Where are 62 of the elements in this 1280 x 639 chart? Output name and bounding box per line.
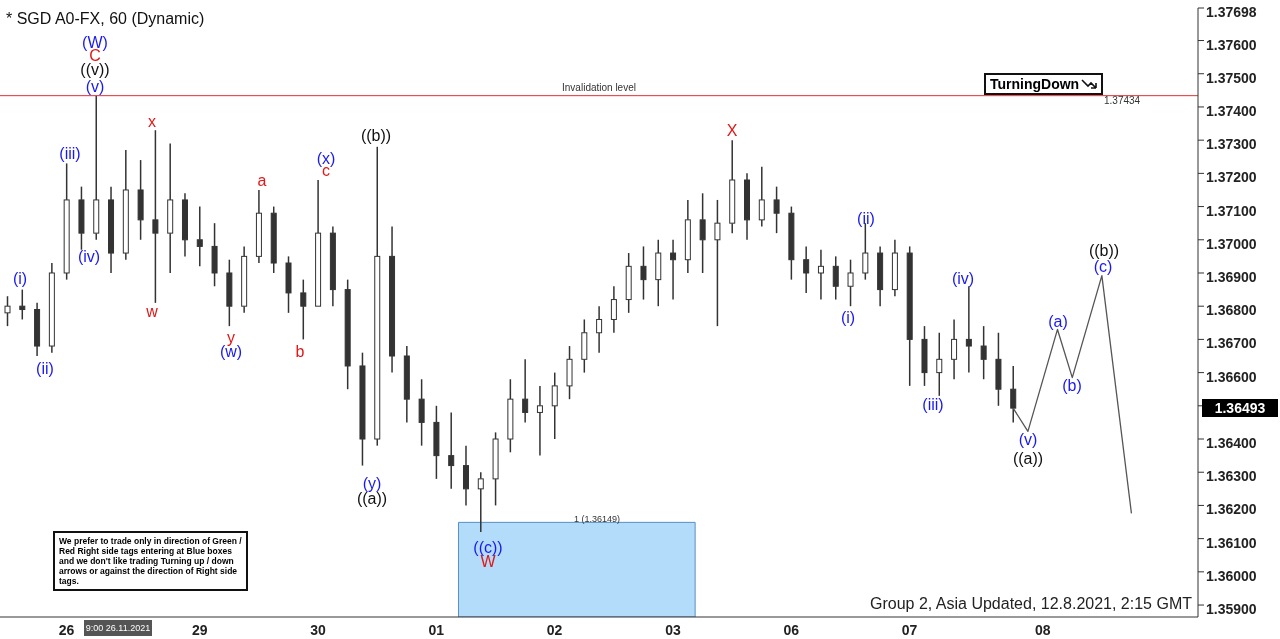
y-tick-label: 1.37500: [1206, 69, 1257, 86]
text: 9:00 26.11.2021: [84, 620, 152, 636]
annotation: ((v)): [80, 61, 110, 79]
annotation: We prefer to trade only in direction of Green / Red Right side tags entering at Blue boxes and we don't like trading Turning up / down arrows or against the direction of Right side tags.: [53, 531, 248, 591]
y-tick-label: 1.36100: [1206, 534, 1257, 551]
annotation: (iv): [951, 270, 975, 288]
annotation: X: [726, 122, 738, 140]
annotation: (x): [316, 150, 336, 167]
annotation: ((a)): [1012, 450, 1044, 468]
annotation: ((b)): [1088, 242, 1120, 260]
x-tick-label: 29: [191, 621, 208, 638]
annotation: (v): [1018, 431, 1038, 449]
y-tick-label: 1.36900: [1206, 268, 1257, 285]
annotation: (iii): [922, 396, 944, 414]
annotation: (y): [362, 475, 382, 492]
y-tick-label: 1.37400: [1206, 102, 1257, 119]
x-tick-label: 01: [428, 621, 445, 638]
annotation: ((b)): [360, 127, 392, 145]
chart-title: * SGD A0-FX, 60 (Dynamic): [6, 10, 205, 28]
y-tick-label: 1.37698: [1206, 3, 1257, 20]
y-tick-label: 1.36600: [1206, 368, 1257, 385]
y-tick-label: 1.36400: [1206, 434, 1257, 451]
annotation: (i): [12, 270, 28, 288]
annotation: (ii): [857, 210, 875, 228]
y-tick-label: 1.36300: [1206, 468, 1257, 485]
x-tick-label: 02: [546, 621, 563, 638]
y-tick-label: 1.37200: [1206, 169, 1257, 186]
annotation: x: [148, 113, 156, 131]
x-tick-label: 03: [665, 621, 681, 638]
annotation: (ii): [36, 360, 54, 378]
x-tick-label: 30: [310, 621, 326, 638]
text: 1.36493: [1202, 399, 1278, 418]
y-tick-label: 1.37600: [1206, 36, 1257, 53]
x-tick-label: 06: [783, 621, 800, 638]
band-label: 1 (1.36149): [574, 513, 621, 524]
y-tick-label: 1.36800: [1206, 302, 1257, 319]
annotation: w: [146, 303, 158, 321]
y-tick-label: 1.37300: [1206, 136, 1257, 153]
text: Group 2, Asia Updated, 12.8.2021, 2:15 GMT: [870, 595, 1192, 613]
x-tick-label: 26: [58, 621, 75, 638]
y-tick-label: 1.36200: [1206, 501, 1257, 518]
y-tick-label: 1.35900: [1206, 601, 1257, 618]
annotation: 1.37434: [1104, 95, 1141, 106]
y-tick-label: 1.37100: [1206, 202, 1257, 219]
annotation: ((c)): [473, 539, 503, 556]
y-tick-label: 1.37000: [1206, 235, 1257, 252]
x-tick-label: 08: [1034, 621, 1051, 638]
y-tick-label: 1.36700: [1206, 335, 1257, 352]
ref-line-label: Invalidation level: [562, 81, 636, 93]
annotation: (i): [840, 309, 856, 327]
annotation: (a): [1048, 313, 1068, 331]
annotation: TurningDown: [990, 76, 1080, 92]
annotation: (v): [85, 78, 105, 96]
annotation: y: [227, 329, 235, 346]
x-tick-label: 07: [901, 621, 918, 638]
annotation: (iii): [59, 145, 81, 163]
annotation: (b): [1062, 377, 1082, 395]
annotation: a: [257, 172, 267, 190]
annotation: (c): [1093, 258, 1113, 276]
y-tick-label: 1.36000: [1206, 567, 1257, 584]
annotation: b: [295, 343, 305, 361]
annotation: (iv): [77, 248, 101, 266]
